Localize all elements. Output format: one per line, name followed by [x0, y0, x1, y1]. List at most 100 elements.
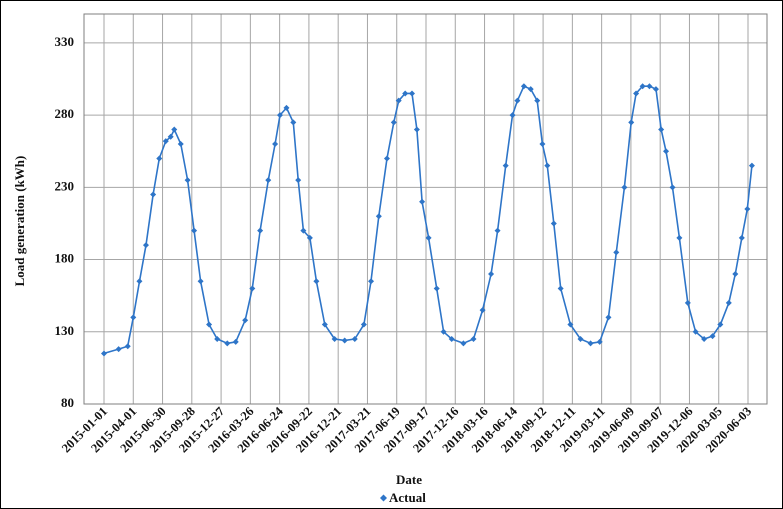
y-axis-title: Load generation (kWh) [12, 156, 27, 287]
data-point [557, 285, 564, 292]
data-point [249, 285, 256, 292]
y-tick-label: 80 [61, 395, 74, 410]
data-point [652, 86, 659, 93]
data-point [692, 328, 699, 335]
data-point [242, 317, 249, 324]
data-point [646, 83, 653, 90]
y-tick-label: 130 [55, 323, 75, 338]
data-point [191, 227, 198, 234]
y-tick-label: 330 [55, 34, 75, 49]
data-point [276, 112, 283, 119]
data-point [177, 141, 184, 147]
data-point [331, 336, 338, 342]
data-point [744, 206, 751, 212]
plot-area [83, 13, 768, 405]
data-point [306, 234, 313, 241]
data-point [621, 184, 628, 191]
data-point [162, 138, 169, 145]
data-point [290, 119, 297, 126]
data-point [527, 86, 534, 93]
data-point [156, 155, 163, 162]
data-point [717, 321, 724, 328]
data-point [605, 314, 612, 321]
data-point [567, 321, 574, 328]
data-point [115, 346, 122, 353]
data-point [419, 198, 426, 205]
data-point [265, 177, 272, 184]
data-point [663, 148, 670, 155]
data-point [658, 126, 665, 133]
data-point [509, 112, 516, 119]
data-point [748, 162, 755, 169]
data-point [520, 83, 527, 90]
data-point [341, 337, 348, 344]
data-point [701, 336, 708, 342]
data-point [197, 278, 204, 285]
legend-label-actual: Actual [389, 490, 426, 505]
data-point [494, 227, 501, 234]
data-point [628, 119, 635, 126]
data-point [375, 213, 382, 220]
data-point [232, 338, 239, 345]
data-point [725, 299, 732, 306]
data-point [214, 336, 221, 342]
series-layer [101, 83, 755, 357]
data-point [224, 340, 231, 347]
data-point [613, 249, 620, 256]
data-point [639, 83, 646, 90]
data-point [283, 104, 290, 111]
data-point [460, 340, 467, 347]
data-point [539, 141, 546, 147]
data-point [101, 350, 107, 357]
data-point [448, 336, 455, 342]
x-tick-labels: 2015-01-012015-04-012015-06-302015-09-28… [59, 404, 754, 456]
data-point [684, 299, 691, 306]
data-point [534, 97, 541, 104]
data-point [488, 271, 495, 277]
data-point [142, 242, 149, 249]
data-point [130, 314, 137, 321]
data-point [676, 234, 683, 241]
data-point [390, 119, 397, 126]
y-tick-label: 230 [55, 178, 75, 193]
data-point [167, 133, 174, 140]
data-point [351, 336, 358, 342]
y-tick-label: 280 [55, 106, 75, 121]
data-point [470, 336, 477, 342]
data-point [440, 328, 447, 335]
data-point [383, 155, 390, 162]
data-point [544, 162, 551, 169]
data-point [587, 340, 594, 347]
y-tick-labels: 80 130 180 230 280 330 [55, 34, 75, 410]
data-point [368, 278, 375, 285]
data-point [514, 97, 521, 104]
data-point [171, 126, 178, 133]
data-point [257, 227, 264, 234]
legend: Actual [380, 490, 426, 505]
data-point [433, 285, 440, 292]
data-point [150, 191, 157, 198]
data-point [633, 90, 640, 97]
data-point [577, 336, 584, 342]
data-point [669, 184, 676, 191]
grid-layer [84, 14, 767, 405]
data-point [360, 321, 367, 328]
data-point [425, 234, 432, 241]
data-point [313, 278, 320, 285]
data-point [502, 162, 509, 169]
data-point [272, 141, 279, 147]
data-point [479, 307, 486, 314]
data-point [136, 278, 143, 285]
data-point [402, 90, 409, 97]
data-point [409, 90, 416, 97]
legend-marker-actual [380, 494, 387, 502]
data-point [295, 177, 302, 184]
y-tick-label: 180 [55, 251, 75, 266]
plot-border [83, 13, 768, 405]
data-point [709, 333, 716, 340]
data-point [395, 97, 402, 104]
data-point [738, 234, 745, 241]
data-point [413, 126, 420, 133]
data-point [184, 177, 191, 184]
